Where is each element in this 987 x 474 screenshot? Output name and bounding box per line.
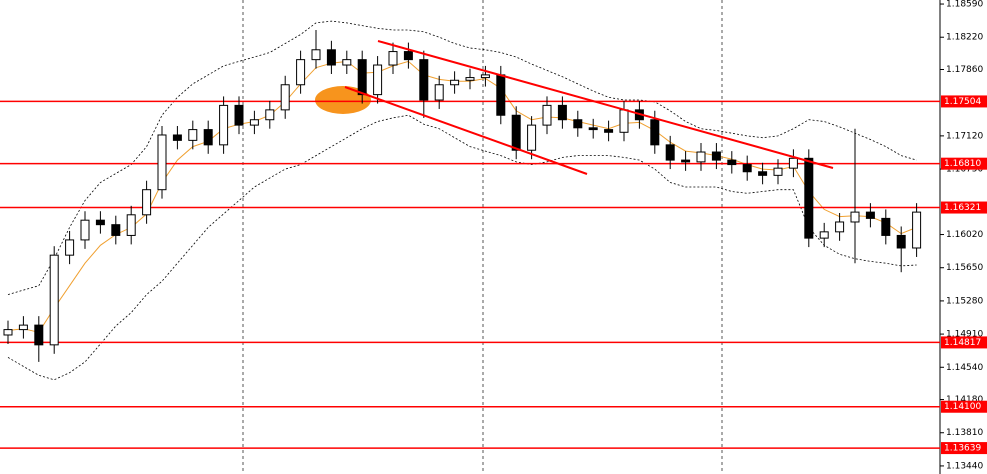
candle-body (357, 59, 367, 96)
candle-body (727, 159, 737, 166)
candle-body (619, 109, 629, 133)
candle-body (65, 239, 75, 256)
candle-body (219, 104, 229, 146)
candle-body (419, 59, 429, 101)
candle-body (742, 164, 752, 173)
level-label: 1.16321 (944, 203, 981, 213)
y-tick-label: 1.18220 (946, 33, 983, 43)
candle-body (896, 234, 906, 249)
candle-body (496, 74, 506, 116)
candle-body (819, 231, 829, 239)
trend-line (377, 40, 834, 169)
candle-body (850, 211, 860, 223)
level-label-box (941, 442, 987, 455)
candle-body (804, 157, 814, 239)
candle-body (881, 217, 891, 236)
candle-body (80, 219, 90, 241)
level-label: 1.16810 (944, 159, 981, 169)
level-label: 1.14817 (944, 338, 981, 348)
indicator-line (7, 20, 917, 295)
candle-body (49, 254, 59, 346)
candle-body (280, 84, 290, 111)
candle-body (773, 167, 783, 176)
y-tick-label: 1.14180 (946, 395, 983, 405)
y-tick-label: 1.13440 (946, 461, 983, 471)
candle-body (604, 129, 614, 133)
candle-body (912, 211, 922, 249)
candle-body (542, 104, 552, 126)
candle-body (557, 104, 567, 121)
candle-body (34, 324, 44, 346)
candle-body (403, 51, 413, 61)
candle-body (95, 219, 105, 226)
level-label: 1.17504 (944, 97, 981, 107)
y-tick-label: 1.16020 (946, 230, 983, 240)
candle-body (373, 64, 383, 96)
y-tick-label: 1.13810 (946, 428, 983, 438)
level-label: 1.13639 (944, 444, 981, 454)
candle-body (450, 79, 460, 86)
candle-body (465, 77, 475, 81)
candle-body (788, 157, 798, 169)
candle-body (511, 114, 521, 151)
candle-body (157, 134, 167, 191)
candle-body (296, 59, 306, 86)
candle-body (342, 59, 352, 66)
level-label-box (941, 336, 987, 349)
candle-body (865, 211, 875, 219)
candle-body (480, 74, 490, 79)
level-label-box (941, 400, 987, 413)
y-tick-label: 1.14540 (946, 363, 983, 373)
candle-body (665, 144, 675, 161)
candle-body (249, 119, 259, 126)
y-tick-label: 1.15280 (946, 296, 983, 306)
candle-body (650, 119, 660, 146)
candle-body (311, 49, 321, 61)
candle-body (434, 84, 444, 101)
candle-body (18, 324, 28, 331)
candle-body (234, 104, 244, 126)
candle-body (326, 49, 336, 66)
candle-body (142, 189, 152, 216)
level-label-box (941, 157, 987, 170)
candle-body (527, 124, 537, 151)
y-tick-label: 1.17120 (946, 131, 983, 141)
candle-body (126, 214, 136, 236)
candle-body (588, 127, 598, 131)
trend-line (344, 86, 588, 175)
candle-body (388, 51, 398, 66)
candle-body (573, 119, 583, 129)
highlight-ellipse (315, 86, 371, 114)
candle-body (835, 221, 845, 233)
candle-body (172, 134, 182, 141)
candle-body (265, 109, 275, 121)
candle-body (681, 159, 691, 163)
indicator-line (7, 114, 917, 381)
level-label-box (941, 201, 987, 214)
y-tick-label: 1.18590 (946, 0, 983, 10)
level-label: 1.14100 (944, 402, 981, 412)
level-label-box (941, 95, 987, 108)
y-tick-label: 1.15650 (946, 263, 983, 273)
y-tick-label: 1.14910 (946, 330, 983, 340)
candle-body (203, 129, 213, 146)
candle-body (111, 224, 121, 236)
candle-body (188, 129, 198, 141)
candle-body (3, 329, 13, 336)
candle-body (758, 171, 768, 176)
candle-body (696, 151, 706, 163)
candle-body (711, 151, 721, 161)
y-tick-label: 1.17860 (946, 65, 983, 75)
